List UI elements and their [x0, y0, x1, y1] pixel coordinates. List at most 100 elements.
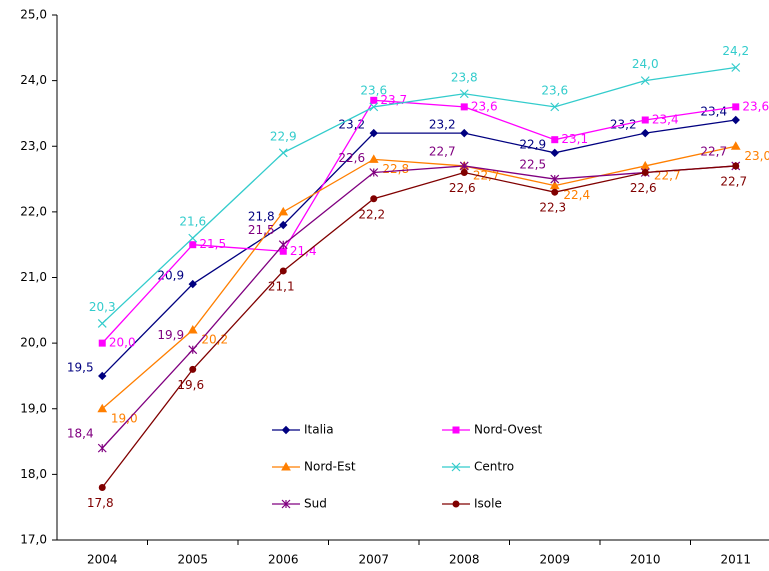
legend-marker: [281, 425, 291, 435]
x-tick-label: 2006: [268, 553, 299, 567]
data-point: [460, 103, 468, 111]
data-label: 22,7: [700, 144, 727, 158]
data-point: [641, 169, 649, 176]
data-label: 23,0: [744, 149, 769, 163]
data-label: 17,8: [87, 496, 114, 510]
series-line: [101, 165, 736, 488]
data-label: 19,6: [177, 378, 204, 392]
data-label: 23,6: [471, 99, 498, 113]
x-tick-label: 2007: [358, 553, 389, 567]
data-point: [279, 220, 288, 230]
data-label: 22,7: [429, 144, 456, 158]
data-label: 21,8: [248, 210, 275, 224]
legend-label: Nord-Ovest: [474, 423, 543, 437]
data-point: [460, 169, 468, 176]
data-point: [641, 128, 650, 138]
legend-marker: [452, 426, 460, 434]
data-point: [732, 162, 740, 170]
legend-marker: [281, 461, 291, 471]
data-label: 21,1: [268, 279, 295, 293]
legend-label: Nord-Est: [304, 460, 356, 474]
data-label: 23,4: [700, 105, 727, 119]
data-point: [550, 102, 560, 112]
data-label: 23,1: [561, 132, 588, 146]
series-line: [101, 66, 736, 324]
data-label: 22,6: [449, 181, 476, 195]
data-point: [278, 148, 288, 158]
data-label: 21,5: [199, 237, 226, 251]
data-point: [97, 443, 107, 453]
data-point: [459, 161, 469, 171]
x-tick-label: 2011: [720, 553, 751, 567]
data-label: 22,9: [519, 137, 546, 151]
data-point: [97, 403, 108, 413]
data-point: [279, 247, 287, 255]
legend-marker: [451, 462, 461, 472]
series-line: [101, 99, 736, 344]
data-label: 21,6: [179, 215, 206, 229]
data-point: [549, 180, 560, 190]
data-label: 23,4: [652, 113, 679, 127]
data-point: [189, 365, 197, 373]
data-label: 24,2: [722, 44, 749, 58]
data-point: [98, 484, 106, 491]
y-tick-label: 19,0: [20, 401, 47, 415]
data-label: 22,8: [382, 162, 409, 176]
data-label: 23,6: [360, 83, 387, 97]
data-label: 20,9: [157, 269, 184, 283]
legend-marker: [452, 500, 460, 508]
y-tick-label: 24,0: [20, 73, 47, 87]
data-label: 22,2: [358, 207, 385, 221]
data-label: 19,0: [111, 411, 138, 425]
data-point: [368, 154, 379, 163]
data-label: 19,5: [67, 360, 94, 374]
legend-label: Sud: [304, 497, 327, 511]
y-tick-label: 25,0: [20, 8, 47, 22]
data-point: [640, 76, 650, 86]
data-label: 23,2: [429, 118, 456, 132]
data-label: 24,0: [632, 57, 659, 71]
data-point: [278, 240, 288, 250]
data-point: [731, 63, 741, 72]
data-point: [370, 96, 378, 104]
data-point: [98, 371, 107, 381]
data-label: 22,7: [720, 174, 747, 188]
data-label: 20,0: [109, 336, 136, 350]
data-point: [278, 206, 289, 216]
data-label: 22,6: [338, 151, 365, 165]
data-point: [188, 233, 198, 243]
data-label: 22,6: [630, 181, 657, 195]
data-point: [279, 267, 287, 275]
data-label: 20,3: [89, 300, 116, 314]
y-tick-label: 22,0: [20, 204, 47, 218]
data-label: 23,6: [742, 99, 769, 113]
data-point: [189, 241, 197, 249]
data-point: [98, 339, 106, 347]
data-point: [730, 141, 741, 150]
data-point: [369, 128, 378, 138]
legend-marker: [281, 499, 291, 509]
series-line: [101, 165, 736, 449]
data-point: [732, 103, 740, 111]
data-label: 21,4: [290, 244, 317, 258]
data-point: [641, 116, 649, 124]
legend-label: Italia: [304, 423, 334, 437]
data-label: 22,9: [270, 129, 297, 143]
data-point: [370, 195, 378, 203]
data-point: [550, 174, 560, 184]
y-tick-label: 21,0: [20, 270, 47, 284]
legend-label: Centro: [474, 460, 514, 474]
data-label: 20,2: [201, 333, 228, 347]
data-label: 21,5: [248, 223, 275, 237]
data-point: [97, 319, 107, 328]
series-line: [101, 119, 736, 377]
data-label: 22,4: [563, 188, 590, 202]
x-tick-label: 2010: [630, 553, 661, 567]
data-point: [188, 345, 198, 355]
data-label: 18,4: [67, 427, 94, 441]
data-label: 22,3: [539, 201, 566, 215]
data-point: [187, 324, 198, 334]
y-tick-label: 18,0: [20, 467, 47, 481]
